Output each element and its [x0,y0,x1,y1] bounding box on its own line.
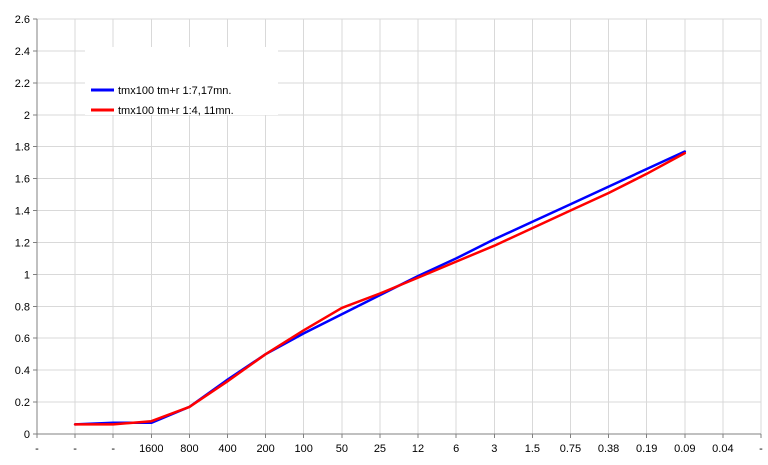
y-tick-label: 1.8 [15,142,30,154]
series-line-2 [73,151,687,426]
x-tick-label: 400 [218,443,236,455]
x-tick-label: 100 [295,443,313,455]
tick-labels: 0 0.2 0.4 0.6 0.8 1 1.2 1.4 1.6 1.8 2 2.2 2.4 2.6 - - - 1… [15,14,763,455]
y-tick-label: 1 [24,269,30,281]
x-tick-label: 0.09 [674,443,695,455]
x-tick-label: 3 [491,443,497,455]
x-tick-label: - [73,443,77,455]
x-tick-label: 0.19 [636,443,657,455]
y-tick-label: 0.6 [15,333,30,345]
x-tick-label: 0.04 [712,443,733,455]
x-tick-label: 50 [336,443,348,455]
y-tick-label: 0.2 [15,397,30,409]
y-tick-label: 1.6 [15,174,30,186]
x-tick-label: 6 [453,443,459,455]
legend-label-2: tmx100 tm+r 1:4, 11mn. [118,105,234,117]
x-tick-label: - [759,443,763,455]
y-tick-label: 2 [24,110,30,122]
x-tick-label: - [111,443,115,455]
y-tick-label: 2.6 [15,14,30,26]
x-tick-label: 200 [256,443,274,455]
series-lines [73,150,687,426]
legend-label-1: tmx100 tm+r 1:7,17mn. [118,85,231,97]
y-tick-label: 1.4 [15,206,30,218]
y-tick-label: 0.8 [15,301,30,313]
x-tick-label: 1600 [139,443,163,455]
axes [33,18,762,438]
x-tick-label: 800 [180,443,198,455]
x-tick-label: 12 [412,443,424,455]
x-tick-label: - [35,443,39,455]
x-tick-label: 0.38 [598,443,619,455]
y-tick-label: 2.4 [15,46,30,58]
y-tick-label: 0.4 [15,365,30,377]
legend-box [85,47,278,115]
y-tick-label: 2.2 [15,78,30,90]
y-tick-label: 1.2 [15,237,30,249]
y-tick-label: 0 [24,429,30,441]
legend: tmx100 tm+r 1:7,17mn. tmx100 tm+r 1:4, 11… [85,47,278,117]
x-tick-label: 25 [374,443,386,455]
x-tick-label: 1.5 [525,443,540,455]
x-tick-label: 0.75 [560,443,581,455]
